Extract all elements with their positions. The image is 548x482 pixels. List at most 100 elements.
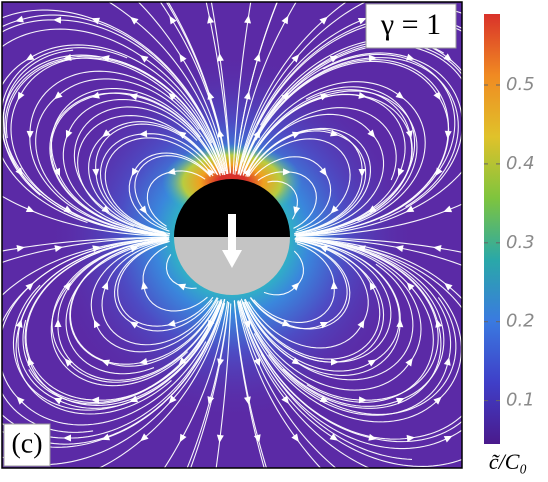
streamline [242, 89, 413, 236]
streamline [242, 81, 426, 236]
streamline-arrow [330, 281, 338, 290]
streamline-arrow [53, 397, 63, 405]
streamline [62, 98, 221, 236]
streamline-arrow [16, 245, 25, 252]
streamline-arrow [281, 15, 289, 25]
direction-arrow [222, 214, 242, 268]
particle [174, 179, 290, 295]
streamline-arrow [207, 396, 215, 405]
streamline [73, 106, 198, 235]
streamline [234, 2, 278, 175]
streamlines [2, 2, 462, 468]
streamline [25, 251, 222, 401]
streamline-arrow [101, 281, 109, 291]
streamline [2, 14, 205, 119]
streamline [249, 241, 348, 330]
streamline-arrow [291, 54, 300, 63]
streamline-arrow [91, 17, 101, 25]
colorbar-label: c̃/C₀ [489, 449, 527, 474]
streamline [104, 137, 214, 233]
streamline-arrow [16, 396, 25, 405]
streamline-arrow [253, 357, 261, 367]
streamline-arrow [129, 395, 139, 403]
streamline [65, 239, 169, 375]
streamline [49, 92, 221, 226]
streamline [2, 49, 169, 237]
streamline [5, 57, 224, 176]
streamline [250, 240, 351, 330]
streamline-arrow [405, 205, 415, 213]
streamline-arrow [169, 15, 177, 25]
streamline-arrow [15, 15, 24, 23]
streamline-arrow [101, 205, 110, 214]
streamline-arrow [433, 396, 442, 405]
streamline-arrow [358, 169, 366, 177]
colorbar-tick-label: 0.3 [506, 232, 535, 253]
panel-frame [1, 1, 463, 469]
streamline-arrow [91, 396, 100, 404]
streamline [260, 353, 462, 450]
streamline [2, 28, 225, 176]
streamline [57, 238, 219, 381]
streamline [237, 2, 347, 175]
streamline-arrow [177, 283, 187, 291]
streamline-arrow [177, 131, 187, 139]
streamline [240, 57, 459, 208]
streamline-arrow [179, 53, 187, 63]
streamline-arrow [435, 319, 443, 328]
streamline-arrow [101, 433, 111, 441]
streamline [165, 2, 229, 174]
streamline-arrow [139, 205, 147, 215]
streamline-arrow [397, 167, 405, 177]
streamline-arrow [139, 130, 148, 138]
streamline [2, 237, 166, 297]
streamline-arrow [54, 319, 62, 327]
streamline-arrow [395, 91, 405, 99]
streamline-arrow [64, 358, 73, 367]
streamline [246, 239, 381, 360]
streamline-arrow [444, 282, 453, 291]
streamline [142, 245, 208, 312]
streamline-arrow [206, 168, 215, 177]
streamline [2, 9, 226, 175]
annotation-box [365, 3, 457, 49]
colorbar [484, 14, 500, 444]
streamline-arrow [433, 245, 442, 252]
streamline-arrow [139, 55, 149, 63]
streamline-arrow [130, 16, 139, 25]
streamline-arrow [281, 395, 290, 404]
streamline-arrow [243, 91, 251, 100]
streamline [90, 239, 219, 353]
streamline [243, 238, 422, 391]
streamline-arrow [329, 55, 339, 63]
streamline-arrow [291, 282, 300, 291]
streamline [248, 240, 369, 349]
streamline-arrow [92, 168, 100, 177]
streamline-arrow [93, 319, 101, 329]
streamline-arrow [25, 53, 35, 61]
streamline-arrow [179, 433, 187, 443]
streamline-arrow [406, 53, 415, 61]
streamline-arrow [406, 282, 415, 291]
streamline-arrow [17, 91, 25, 101]
streamline [236, 301, 322, 468]
streamline [2, 19, 220, 157]
streamline [95, 123, 218, 234]
streamline [35, 78, 222, 236]
streamline [77, 115, 219, 227]
streamline [2, 54, 223, 196]
streamline-arrow [54, 245, 63, 253]
streamline [246, 130, 367, 235]
streamline-arrow [444, 130, 452, 139]
streamline [297, 237, 462, 309]
streamline [257, 171, 317, 229]
streamline [239, 301, 462, 467]
streamline [163, 301, 229, 468]
streamline-arrow [216, 53, 224, 62]
streamline-arrow [319, 395, 329, 403]
colorbar-tick-label: 0.2 [506, 311, 535, 332]
streamline-arrow [167, 167, 176, 175]
streamline-arrow [216, 434, 224, 443]
streamline [297, 238, 434, 403]
streamline-arrow [319, 167, 327, 177]
